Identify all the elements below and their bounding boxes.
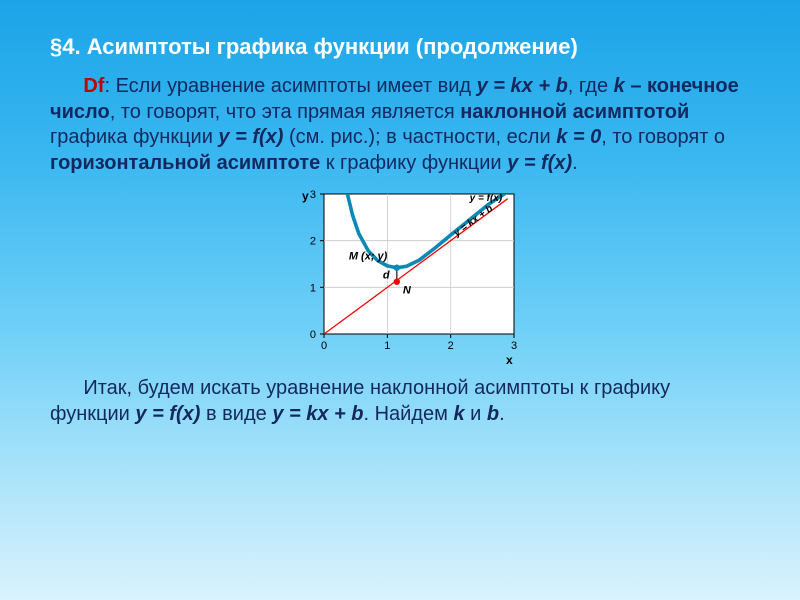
eq: k <box>614 75 625 97</box>
svg-text:y = f(x): y = f(x) <box>469 193 503 204</box>
svg-text:0: 0 <box>310 329 316 341</box>
t: , где <box>568 75 614 97</box>
t: : Если уравнение асимптоты имеет вид <box>104 75 476 97</box>
svg-text:1: 1 <box>310 283 316 295</box>
eq: y = kx + b <box>477 75 568 97</box>
eq: y = f(x) <box>218 126 283 148</box>
svg-text:2: 2 <box>310 236 316 248</box>
t: в виде <box>200 403 272 425</box>
paragraph-conclusion: Итак, будем искать уравнение наклонной а… <box>0 376 800 427</box>
t: . <box>572 152 578 174</box>
svg-text:M (x; y): M (x; y) <box>349 251 388 263</box>
b: наклонной асимптотой <box>460 101 689 123</box>
asymptote-chart: 01230123yxM (x; y)Ndy = f(x)y = kx + b <box>260 180 540 368</box>
eq: y = kx + b <box>272 403 363 425</box>
t: графика функции <box>50 126 218 148</box>
svg-text:d: d <box>383 270 390 282</box>
df-label: Df <box>83 75 104 97</box>
page-title: §4. Асимптоты графика функции (продолжен… <box>0 0 800 74</box>
chart-container: 01230123yxM (x; y)Ndy = f(x)y = kx + b <box>0 176 800 376</box>
b: горизонтальной асимптоте <box>50 152 320 174</box>
svg-text:3: 3 <box>511 340 517 352</box>
svg-text:1: 1 <box>384 340 390 352</box>
eq: y = f(x) <box>507 152 572 174</box>
t: к графику функции <box>320 152 507 174</box>
paragraph-definition: Df: Если уравнение асимптоты имеет вид y… <box>0 74 800 176</box>
svg-text:0: 0 <box>321 340 327 352</box>
svg-text:2: 2 <box>448 340 454 352</box>
t: . Найдем <box>363 403 453 425</box>
svg-text:y: y <box>302 189 309 203</box>
t: (см. рис.); в частности, если <box>283 126 556 148</box>
t: и <box>465 403 487 425</box>
eq: k <box>453 403 464 425</box>
t: , то говорят о <box>601 126 725 148</box>
svg-text:x: x <box>506 353 513 367</box>
t: . <box>499 403 505 425</box>
svg-text:3: 3 <box>310 189 316 201</box>
eq: b <box>487 403 499 425</box>
svg-text:N: N <box>403 285 412 297</box>
eq: k = 0 <box>556 126 601 148</box>
t: , то говорят, что эта прямая является <box>110 101 461 123</box>
eq: y = f(x) <box>135 403 200 425</box>
